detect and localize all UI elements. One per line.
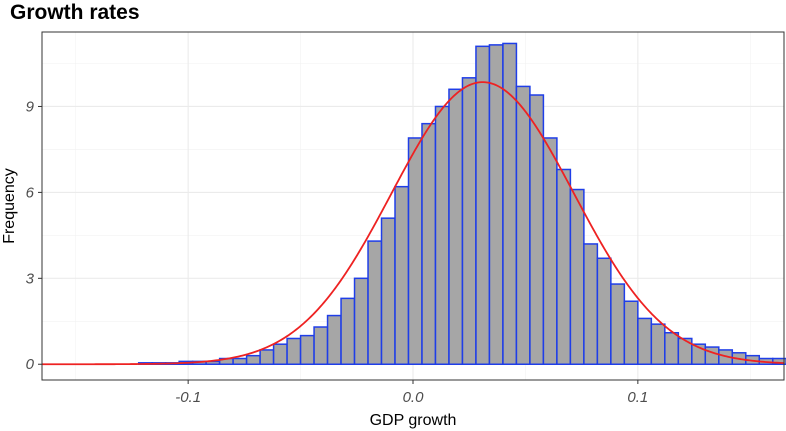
histogram-bar <box>461 77 477 365</box>
y-tick-label: 0 <box>26 356 35 373</box>
histogram-bar <box>313 326 329 365</box>
histogram-bar <box>542 137 558 365</box>
histogram-bar <box>434 105 450 365</box>
histogram-bar <box>556 168 572 365</box>
histogram-bar <box>407 137 423 365</box>
x-tick-label: 0.1 <box>627 389 648 406</box>
y-tick-label: 9 <box>26 98 35 115</box>
histogram-bar <box>340 297 356 365</box>
histogram-bar <box>232 357 248 365</box>
density-curve <box>42 81 785 366</box>
histogram-bar <box>623 300 639 365</box>
histogram-bar <box>569 188 585 365</box>
histogram-bar <box>583 243 599 365</box>
histogram-bar <box>380 217 396 365</box>
histogram-bar <box>515 85 531 365</box>
x-tick-label: 0.0 <box>403 389 425 406</box>
histogram-bar <box>272 343 288 365</box>
histogram-bar <box>448 88 464 365</box>
x-axis-title: GDP growth <box>370 412 457 429</box>
x-tick-label: -0.1 <box>175 389 201 406</box>
histogram-bar <box>475 45 491 365</box>
y-tick-label: 3 <box>26 270 35 287</box>
histogram-bar <box>421 122 437 365</box>
histogram-bar <box>637 317 653 365</box>
histogram-bar <box>488 44 504 365</box>
histogram-bar <box>664 331 680 365</box>
histogram-bar <box>502 42 518 365</box>
histogram-bar <box>326 314 342 365</box>
chart-title: Growth rates <box>10 1 140 24</box>
histogram-bar <box>245 354 261 365</box>
histogram-bar <box>286 337 302 365</box>
histogram-bar <box>596 257 612 365</box>
x-axis: -0.1 0.0 0.1 <box>175 380 648 406</box>
histogram-bar <box>772 357 786 365</box>
histogram-bar <box>353 277 369 365</box>
y-axis: 0 3 6 9 <box>26 98 42 373</box>
histogram-bar <box>367 240 383 365</box>
histogram-bar <box>650 323 666 365</box>
histogram-bar <box>610 283 626 365</box>
histogram-bars <box>137 42 786 365</box>
y-axis-title: Frequency <box>1 168 18 244</box>
histogram-bar <box>299 334 315 365</box>
histogram-bar <box>259 349 275 365</box>
y-tick-label: 6 <box>26 184 35 201</box>
histogram-bar <box>394 185 410 365</box>
histogram-bar <box>704 346 720 365</box>
